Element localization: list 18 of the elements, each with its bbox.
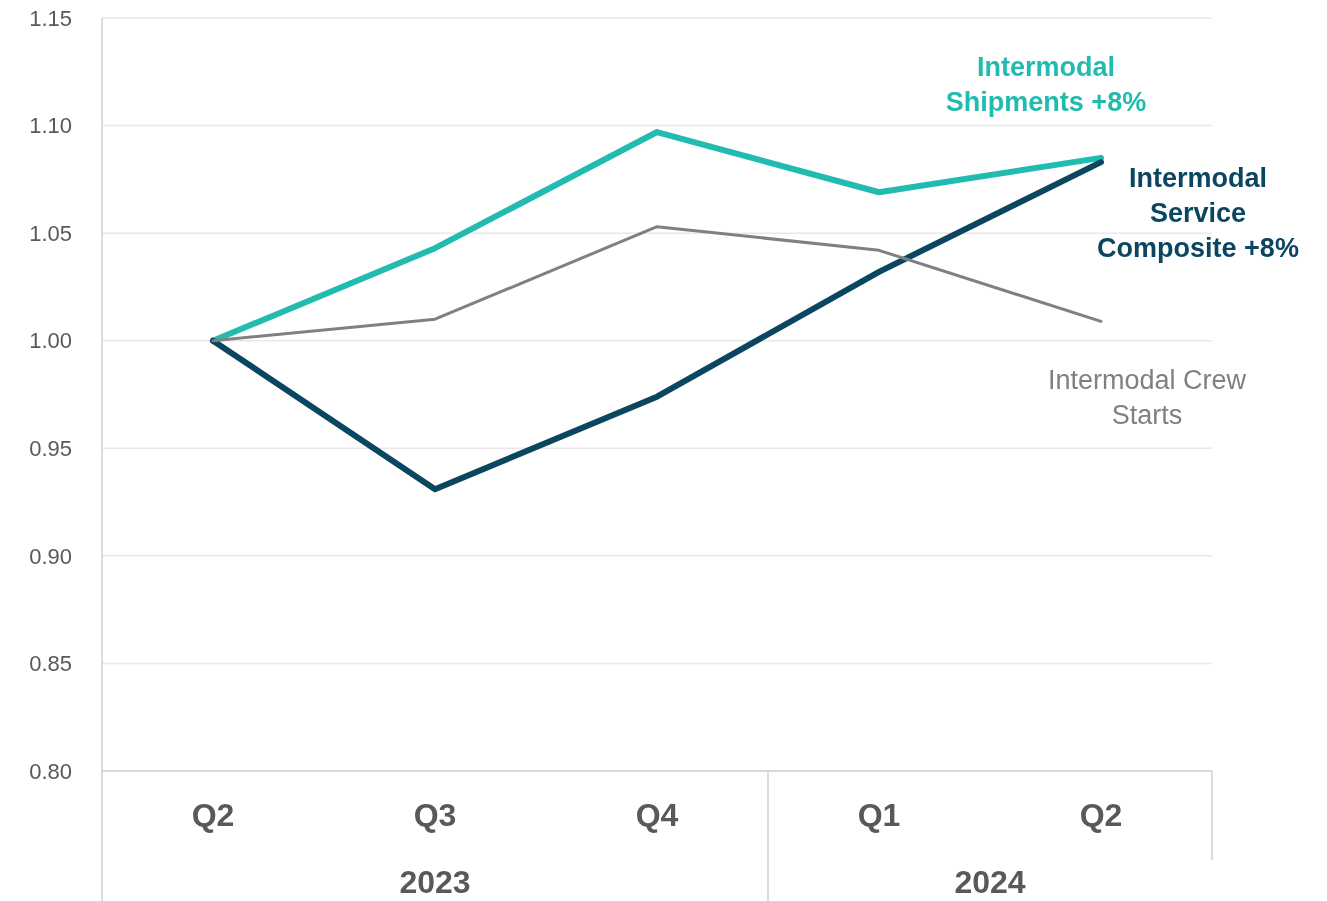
y-tick-label: 0.85 xyxy=(29,651,72,677)
text: 2023 xyxy=(399,864,471,900)
series-label: Intermodal Service Composite +8% xyxy=(1097,163,1299,264)
y-tick-label: 0.90 xyxy=(29,543,72,569)
text: Intermodal Crew Starts xyxy=(1047,365,1247,431)
text: Intermodal Shipments +8% xyxy=(945,51,1147,117)
x-tick-label: Q3 xyxy=(413,797,457,833)
y-tick-label: 0.80 xyxy=(29,758,72,784)
y-tick-label: 1.10 xyxy=(29,113,72,139)
y-tick-label: 1.00 xyxy=(29,328,72,354)
x-tick-label: Q2 xyxy=(1079,797,1123,833)
y-tick-label: 0.95 xyxy=(29,435,72,461)
x-tick-label: Q4 xyxy=(635,797,679,833)
x-tick-label: Q2 xyxy=(191,797,235,833)
y-tick-label: 1.05 xyxy=(29,220,72,246)
text: 2024 xyxy=(954,864,1026,900)
x-tick-label: Q1 xyxy=(857,797,901,833)
y-tick-label: 1.15 xyxy=(29,5,72,31)
